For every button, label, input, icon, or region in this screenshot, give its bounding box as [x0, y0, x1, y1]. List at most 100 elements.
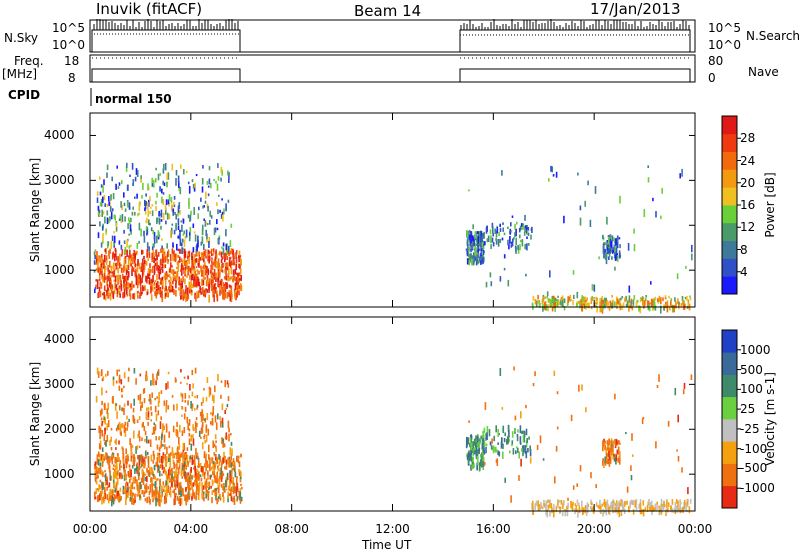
echo-cell — [110, 456, 113, 460]
echo-cell — [172, 490, 174, 493]
echo-cell — [615, 250, 618, 254]
echo-cell — [100, 242, 103, 248]
echo-cell — [223, 276, 226, 280]
echo-cell — [114, 254, 116, 258]
echo-cell — [93, 270, 96, 273]
echo-cell — [141, 437, 143, 441]
echo-cell — [115, 380, 118, 384]
echo-cell — [176, 479, 179, 488]
echo-cell — [149, 484, 152, 491]
echo-cell — [525, 440, 528, 448]
echo-cell — [168, 474, 170, 479]
echo-cell — [145, 220, 147, 223]
echo-cell — [482, 462, 485, 466]
echo-cell — [137, 467, 140, 475]
echo-cell — [497, 450, 499, 456]
echo-cell — [165, 406, 167, 413]
echo-cell — [174, 275, 177, 278]
echo-cell — [598, 301, 601, 308]
echo-cell — [135, 468, 137, 471]
echo-cell — [203, 243, 205, 250]
echo-cell — [152, 377, 154, 386]
echo-cell — [128, 289, 131, 297]
echo-cell — [186, 268, 189, 273]
echo-cell — [165, 286, 167, 291]
echo-cell — [121, 180, 123, 185]
echo-cell — [152, 266, 154, 274]
echo-cell — [220, 177, 222, 182]
echo-cell — [147, 462, 150, 468]
velocity-colorbar — [722, 330, 741, 509]
echo-cell — [145, 489, 147, 494]
echo-cell — [551, 306, 554, 312]
echo-cell — [103, 273, 106, 281]
power-colorbar-label: Power [dB] — [763, 172, 777, 238]
echo-cell — [172, 450, 174, 454]
echo-cell — [667, 502, 670, 508]
echo-cell — [240, 453, 242, 457]
echo-cell — [516, 434, 519, 437]
echo-cell — [240, 268, 242, 274]
echo-cell — [115, 438, 117, 445]
echo-cell — [590, 306, 593, 310]
echo-cell — [99, 281, 101, 286]
echo-cell — [613, 237, 615, 242]
echo-cell — [124, 421, 127, 426]
echo-cell — [599, 499, 601, 506]
echo-cell — [204, 289, 207, 294]
echo-cell — [107, 484, 110, 488]
echo-cell — [222, 262, 224, 268]
echo-cell — [501, 407, 504, 410]
echo-cell — [191, 493, 194, 499]
echo-cell — [474, 253, 477, 257]
echo-cell — [151, 246, 154, 250]
echo-cell — [206, 485, 209, 488]
echo-cell — [671, 499, 674, 505]
echo-cell — [599, 504, 601, 510]
echo-cell — [603, 460, 605, 468]
y-tick-label: 1000 — [44, 467, 75, 482]
echo-cell — [106, 477, 108, 485]
echo-cell — [188, 268, 190, 272]
echo-cell — [134, 270, 137, 277]
echo-cell — [238, 289, 240, 296]
echo-cell — [521, 239, 524, 247]
echo-cell — [126, 421, 129, 428]
nsky-bars — [93, 19, 690, 30]
echo-cell — [120, 379, 123, 385]
echo-cell — [103, 285, 106, 291]
echo-cell — [600, 301, 603, 308]
velocity-scatter — [94, 366, 693, 518]
echo-cell — [612, 249, 615, 253]
echo-cell — [645, 295, 647, 298]
echo-cell — [201, 482, 203, 490]
echo-cell — [135, 168, 138, 175]
echo-cell — [140, 461, 142, 465]
echo-cell — [197, 262, 200, 266]
echo-cell — [603, 242, 605, 245]
echo-cell — [228, 458, 230, 462]
echo-cell — [141, 455, 144, 460]
echo-cell — [229, 240, 232, 248]
echo-cell — [132, 179, 135, 186]
echo-cell — [495, 238, 497, 241]
echo-cell — [130, 457, 133, 462]
echo-cell — [524, 214, 526, 221]
echo-cell — [214, 227, 217, 233]
echo-cell — [541, 507, 544, 510]
echo-cell — [481, 447, 484, 450]
echo-cell — [165, 220, 167, 225]
echo-cell — [180, 264, 183, 272]
echo-cell — [158, 454, 160, 462]
echo-cell — [604, 242, 606, 246]
echo-cell — [101, 430, 103, 437]
echo-cell — [124, 430, 127, 437]
echo-cell — [120, 283, 123, 292]
echo-cell — [104, 487, 106, 490]
echo-cell — [216, 471, 218, 479]
echo-cell — [181, 281, 183, 289]
echo-cell — [167, 486, 170, 493]
echo-cell — [99, 462, 102, 467]
echo-cell — [193, 268, 195, 273]
x-tick-label: 20:00 — [576, 522, 612, 536]
